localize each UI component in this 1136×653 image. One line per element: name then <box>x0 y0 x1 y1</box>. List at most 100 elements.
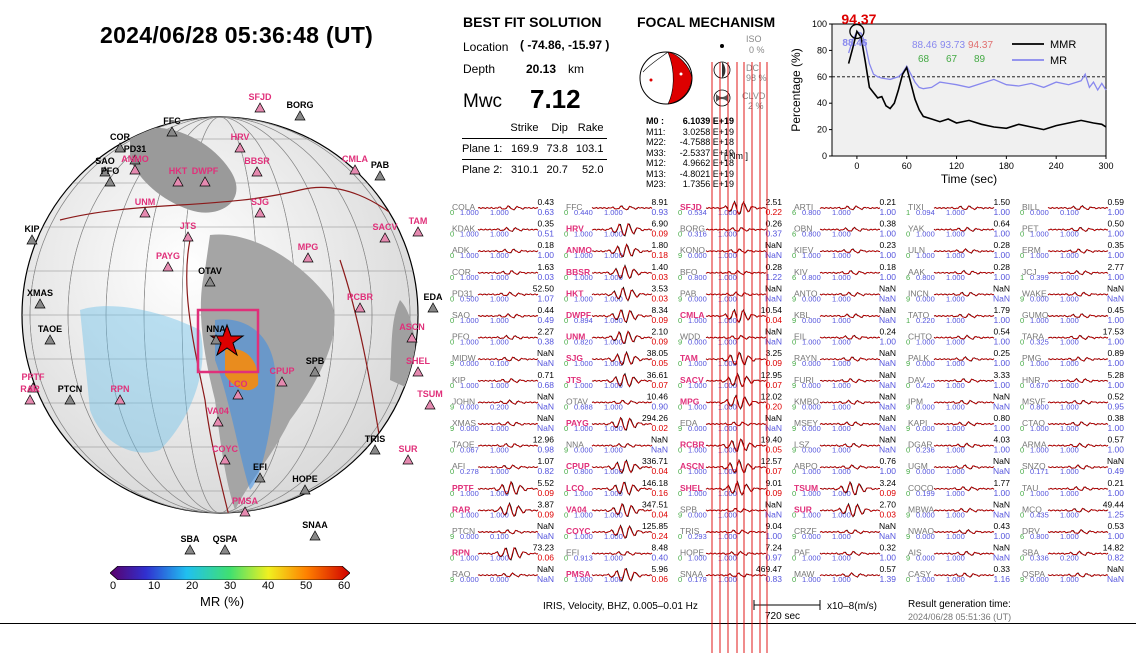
filter-a-value: 0.000 <box>802 424 821 433</box>
weight-value: 0 <box>564 251 568 260</box>
waveform-row: ASCN 12.570.07 0 1.000 1.000 <box>678 456 782 476</box>
tensor-value: -4.8021 E+19 <box>679 168 734 179</box>
station-triangle-icon <box>199 176 211 187</box>
waveform-row: TAOE 12.960.98 0 0.067 1.000 <box>450 435 554 455</box>
weight-value: 1 <box>906 208 910 217</box>
waveform-row: HNR 5.281.000 0.670 1.000 <box>1020 370 1124 390</box>
filter-a-value: 1.000 <box>574 294 593 303</box>
synthetic-trace <box>477 205 539 211</box>
station-name: TRIS <box>680 526 700 536</box>
waveform-row: CMLA 10.540.04 0 1.000 1.000 <box>678 305 782 325</box>
variance-ratio: 1.00 <box>765 531 782 541</box>
filter-b-value: 0.100 <box>490 359 509 368</box>
filter-a-value: 1.000 <box>802 554 821 563</box>
variance-ratio: NaN <box>537 401 554 411</box>
filter-b-value: 1.000 <box>604 230 623 239</box>
filter-a-value: 0.000 <box>460 359 479 368</box>
station-label: EDA <box>423 292 443 302</box>
weight-value: 0 <box>1020 510 1024 519</box>
filter-b-value: 1.000 <box>946 294 965 303</box>
weight-value: 1 <box>906 316 910 325</box>
filter-b-value: 1.000 <box>832 510 851 519</box>
station-marker: SPB <box>306 356 325 377</box>
filter-a-value: 0.800 <box>802 273 821 282</box>
filter-a-value: 0.094 <box>916 208 935 217</box>
waveform-row: NWAO 0.431.00 9 0.000 1.000 <box>906 521 1010 541</box>
filter-a-value: 0.000 <box>688 424 707 433</box>
amplitude-value: 1.77 <box>993 478 1010 488</box>
peak-label: 94.37 <box>841 14 876 27</box>
amplitude-value: NaN <box>879 348 896 358</box>
filter-b-value: 1.000 <box>832 575 851 584</box>
filter-b-value: 1.000 <box>604 402 623 411</box>
waveform-row: FFC 8.910.93 0 0.440 1.000 <box>564 197 668 217</box>
amplitude-value: NaN <box>993 543 1010 553</box>
strike-header: Strike <box>510 122 539 134</box>
synthetic-trace <box>477 377 539 384</box>
variance-ratio: NaN <box>765 337 782 347</box>
variance-ratio: 0.09 <box>651 229 668 239</box>
station-marker: CPUP <box>269 366 295 387</box>
africa-land <box>390 300 416 390</box>
weight-value: 0 <box>564 489 568 498</box>
station-name: MBWA <box>908 504 934 514</box>
filter-b-value: 1.000 <box>718 424 737 433</box>
weight-value: 0 <box>564 510 568 519</box>
filter-b-value: 0.200 <box>1060 554 1079 563</box>
variance-ratio: 0.82 <box>537 466 554 476</box>
amplitude-value: NaN <box>537 348 554 358</box>
filter-b-value: 1.000 <box>946 273 965 282</box>
synthetic-trace <box>705 334 767 340</box>
variance-ratio: NaN <box>879 423 896 433</box>
station-marker: LCO <box>229 379 248 400</box>
station-label: UNM <box>135 197 156 207</box>
station-triangle-icon <box>219 454 231 465</box>
filter-a-value: 0.000 <box>916 467 935 476</box>
station-name: AAK <box>908 267 925 277</box>
filter-b-value: 1.000 <box>718 532 737 541</box>
amplitude-value: 12.96 <box>533 435 555 445</box>
station-name: TARA <box>1022 332 1044 342</box>
station-marker: DWPF <box>192 166 219 187</box>
amplitude-value: 1.80 <box>651 240 668 250</box>
annotation-row1: 94.37 <box>968 40 993 51</box>
waveform-row: TARA 17.531.000 0.325 1.000 <box>1020 327 1124 347</box>
mr-peak-zone <box>225 349 259 391</box>
station-marker: ANMO <box>121 154 149 175</box>
filter-b-value: 1.000 <box>718 489 737 498</box>
variance-ratio: NaN <box>765 423 782 433</box>
variance-ratio: 0.09 <box>537 509 554 519</box>
variance-ratio: 1.00 <box>1107 229 1124 239</box>
waveform-row: EIL 0.241.000 1.000 1.000 <box>792 327 896 347</box>
filter-a-value: 1.000 <box>460 208 479 217</box>
synthetic-trace <box>1047 400 1109 405</box>
annotation-row2: 89 <box>974 54 986 65</box>
waveform-row: ARTI 0.211.00 6 0.800 1.000 <box>792 197 896 217</box>
station-triangle-icon <box>369 444 381 455</box>
amplitude-value: 146.18 <box>642 478 668 488</box>
station-name: RAYN <box>794 353 817 363</box>
filter-b-value: 1.000 <box>490 338 509 347</box>
filter-b-value: 1.000 <box>1060 251 1079 260</box>
station-triangle-icon <box>374 170 386 181</box>
station-name: LCO <box>566 483 584 493</box>
weight-value: 0 <box>564 467 568 476</box>
tensor-key: M23: <box>646 179 667 189</box>
station-name: TSUM <box>794 483 818 493</box>
amplitude-value: NaN <box>765 240 782 250</box>
station-marker: PTCN <box>58 384 82 405</box>
waveform-row: PAF 0.321.000 1.000 1.000 <box>792 543 896 563</box>
synthetic-trace <box>1047 356 1109 362</box>
y-tick-label: 100 <box>812 19 827 29</box>
weight-value: 0 <box>1020 338 1024 347</box>
variance-ratio: NaN <box>993 401 1010 411</box>
station-name: SHEL <box>680 483 703 493</box>
filter-b-value: 1.000 <box>490 294 509 303</box>
filter-b-value: 1.000 <box>832 446 851 455</box>
station-name: QSPA <box>1022 569 1045 579</box>
synthetic-trace <box>819 464 881 470</box>
amplitude-value: 12.57 <box>761 456 783 466</box>
filter-a-value: 0.000 <box>802 359 821 368</box>
synthetic-trace <box>477 443 539 448</box>
